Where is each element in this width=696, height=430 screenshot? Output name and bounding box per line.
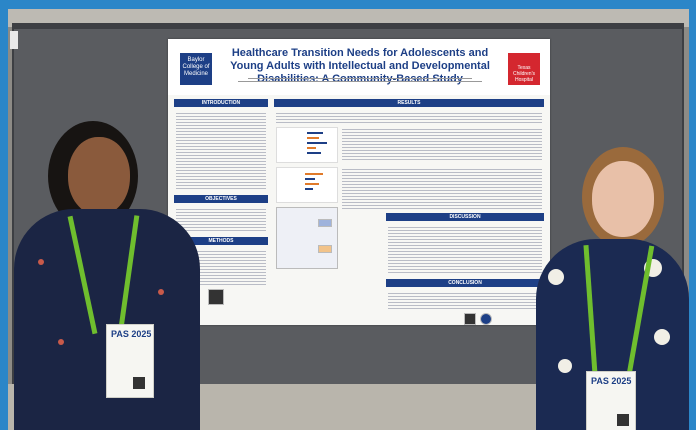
discussion-text	[388, 225, 542, 275]
baylor-logo: Baylor College of Medicine	[180, 53, 212, 85]
dress-pattern	[38, 259, 44, 265]
face	[68, 137, 130, 215]
bar	[305, 178, 315, 180]
dress-pattern	[158, 289, 164, 295]
face	[592, 161, 654, 237]
results-text-lower	[342, 167, 542, 211]
results-text-top	[276, 111, 542, 125]
results-bar-chart-2	[276, 167, 338, 203]
discussion-heading: DISCUSSION	[386, 213, 544, 221]
badge-qr	[617, 414, 629, 426]
texas-childrens-logo: Texas Children's Hospital	[508, 53, 540, 85]
bar	[305, 188, 313, 190]
ceiling	[8, 9, 689, 27]
results-text-middle	[342, 127, 542, 161]
qr-code	[464, 313, 476, 325]
results-bar-chart-1	[276, 127, 338, 163]
bar	[307, 132, 323, 134]
logo-mark	[480, 313, 492, 325]
badge-label: PAS 2025	[591, 376, 632, 386]
table-highlight	[318, 219, 332, 227]
bar	[307, 137, 319, 139]
results-table	[276, 207, 338, 269]
introduction-text	[176, 111, 266, 191]
poster-authors-lines	[218, 77, 502, 84]
dress-pattern	[558, 359, 572, 373]
table-highlight	[318, 245, 332, 253]
conclusion-heading: CONCLUSION	[386, 279, 544, 287]
photo: Baylor College of Medicine Healthcare Tr…	[8, 9, 689, 430]
qr-code	[208, 289, 224, 305]
poster-header: Baylor College of Medicine Healthcare Tr…	[168, 39, 550, 95]
objectives-text	[176, 207, 266, 233]
dress-pattern	[548, 269, 564, 285]
name-badge: PAS 2025	[106, 324, 154, 398]
board-tag	[10, 31, 18, 49]
conclusion-text	[388, 291, 542, 311]
bar	[307, 142, 327, 144]
name-badge: PAS 2025	[586, 371, 636, 430]
methods-heading: METHODS	[174, 237, 268, 245]
dress-pattern	[654, 329, 670, 345]
bar	[305, 183, 319, 185]
badge-label: PAS 2025	[111, 329, 152, 339]
bar	[307, 152, 321, 154]
bar	[305, 173, 323, 175]
badge-qr	[133, 377, 145, 389]
dress-pattern	[58, 339, 64, 345]
introduction-heading: INTRODUCTION	[174, 99, 268, 107]
bar	[307, 147, 316, 149]
research-poster: Baylor College of Medicine Healthcare Tr…	[168, 39, 550, 325]
poster-title: Healthcare Transition Needs for Adolesce…	[230, 47, 490, 85]
objectives-heading: OBJECTIVES	[174, 195, 268, 203]
results-heading: RESULTS	[274, 99, 544, 107]
